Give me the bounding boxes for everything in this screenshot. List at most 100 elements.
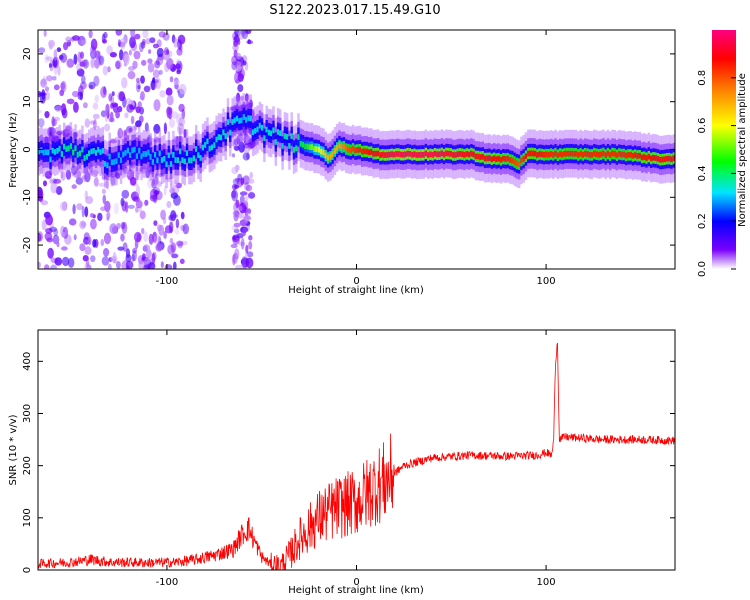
spectrogram-cell	[144, 256, 151, 264]
spectrogram-cell	[199, 155, 202, 161]
spectrogram-cell	[121, 222, 128, 234]
spectrogram-cell	[96, 161, 102, 166]
spectrogram-cell	[77, 51, 82, 64]
spectrogram-cell	[111, 91, 115, 97]
spectrogram-cell	[170, 179, 178, 189]
spectrogram-cell	[392, 151, 396, 158]
spectrogram-cell	[117, 91, 124, 101]
spectrogram-cell	[206, 138, 209, 145]
spectrogram-cell	[381, 151, 384, 158]
spectrogram-cell	[240, 95, 245, 101]
spectrogram-cell	[236, 92, 241, 104]
spectrogram-cell	[230, 243, 238, 249]
spectrogram-cell	[504, 156, 507, 162]
spectrogram-cell	[233, 228, 240, 234]
spectrogram-cell	[136, 77, 140, 83]
spectrogram-cell	[135, 200, 143, 209]
spectrogram-cell	[245, 101, 251, 108]
colorbar-label: Normalized spectral amplitude	[737, 73, 748, 227]
spectrogram-cell	[354, 147, 357, 154]
spectrogram-cell	[92, 102, 99, 110]
spectrogram-cell	[163, 231, 167, 239]
spectrogram-cell	[174, 227, 180, 235]
spectrogram-cell	[243, 182, 250, 191]
spectrogram-cell	[60, 151, 64, 157]
spectrogram-cell	[422, 152, 425, 158]
spectrogram-cell	[93, 119, 97, 131]
spectrogram-cell	[248, 191, 256, 199]
spectrogram-cell	[124, 112, 129, 119]
spectrogram-cell	[130, 30, 136, 38]
spectrogram-cell	[135, 153, 139, 159]
spectrogram-cell	[149, 188, 158, 200]
spectrogram-cell	[235, 264, 244, 269]
spectrogram-cell	[304, 143, 307, 150]
spectrogram-cell	[231, 153, 236, 158]
spectrogram-cell	[388, 151, 391, 158]
colorbar-tick-label: 0.6	[697, 118, 708, 134]
spectrogram-cell	[347, 146, 350, 153]
spectrogram-cell	[226, 119, 230, 125]
spectrogram-cell	[590, 152, 594, 158]
spectrogram-cell	[661, 156, 664, 163]
spectrogram-cell	[233, 138, 241, 146]
spectrogram-cell	[75, 177, 84, 185]
spectrogram-cell	[140, 91, 145, 101]
spectrogram-cell	[110, 176, 116, 186]
spectrogram-cell	[177, 122, 185, 135]
spectrogram-cell	[506, 155, 509, 162]
spectrogram-x-tick-label: -100	[156, 276, 179, 287]
spectrogram-cell	[488, 155, 491, 161]
spectrogram-cell	[52, 76, 57, 81]
spectrogram-cell	[176, 48, 183, 56]
spectrogram-cell	[470, 150, 473, 157]
spectrogram-cell	[361, 148, 364, 155]
spectrogram-cell	[141, 59, 147, 66]
spectrogram-cell	[399, 151, 403, 158]
spectrogram-cell	[81, 146, 84, 153]
spectrogram-cell	[249, 171, 253, 179]
spectrogram-cell	[111, 102, 119, 108]
spectrogram-cell	[640, 154, 644, 161]
spectrogram-cell	[54, 105, 62, 113]
spectrogram-cell	[415, 152, 418, 158]
spectrogram-cell	[106, 45, 113, 55]
spectrogram-cell	[133, 50, 141, 60]
spectrogram-cell	[245, 30, 252, 35]
spectrogram-cell	[244, 214, 249, 224]
spectrogram-cell	[142, 151, 145, 157]
spectrogram-cell	[130, 161, 136, 169]
snr-plot-area	[38, 330, 675, 570]
spectrogram-cell	[54, 257, 63, 266]
spectrogram-cell	[126, 147, 130, 154]
spectrogram-cell	[151, 252, 156, 265]
spectrogram-cell	[672, 155, 675, 161]
spectrogram-cell	[563, 150, 566, 157]
spectrogram-cell	[150, 79, 157, 91]
spectrogram-cell	[622, 151, 626, 158]
spectrogram-cell	[135, 120, 142, 128]
spectrogram-cell	[465, 151, 469, 157]
spectrogram-cell	[106, 212, 111, 219]
spectrogram-cell	[117, 246, 125, 251]
spectrogram-cell	[182, 223, 189, 235]
spectrogram-cell	[547, 151, 550, 158]
spectrogram-cell	[107, 66, 111, 73]
spectrogram-cell	[171, 34, 176, 44]
spectrogram-cell	[383, 152, 387, 158]
spectrogram-cell	[122, 151, 125, 158]
spectrogram-cell	[155, 243, 163, 252]
spectrogram-cell	[117, 152, 120, 158]
spectrogram-cell	[160, 261, 164, 268]
spectrogram-cell	[167, 177, 171, 183]
spectrogram-cell	[101, 147, 105, 154]
spectrogram-cell	[650, 155, 653, 162]
spectrogram-cell	[171, 111, 179, 119]
spectrogram-cell	[110, 255, 118, 263]
spectrogram-cell	[172, 152, 175, 158]
spectrogram-cell	[84, 206, 89, 218]
spectrogram-cell	[260, 124, 264, 131]
spectrogram-cell	[45, 75, 53, 82]
spectrogram-cell	[56, 47, 62, 53]
